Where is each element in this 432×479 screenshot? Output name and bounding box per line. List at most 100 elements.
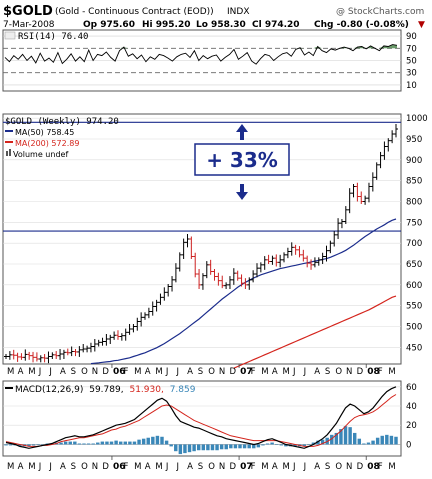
x-tick-label: A xyxy=(18,367,24,377)
x-tick-label: N xyxy=(219,462,225,472)
macd-histogram-bar xyxy=(91,443,95,445)
macd-histogram-bar xyxy=(229,444,233,449)
x-tick-label: 06 xyxy=(113,462,126,472)
price-tick-label: 450 xyxy=(406,343,422,353)
macd-histogram-bar xyxy=(320,439,325,445)
macd-histogram-bar xyxy=(366,442,371,445)
x-tick-label: F xyxy=(124,367,129,377)
macd-histogram-bar xyxy=(224,444,228,450)
macd-histogram-bar xyxy=(256,444,261,448)
x-tick-label: J xyxy=(165,367,169,377)
macd-histogram-bar xyxy=(151,436,155,445)
macd-histogram-bar xyxy=(238,444,242,449)
x-tick-label: F xyxy=(378,462,383,472)
macd-histogram-bar xyxy=(27,444,31,447)
macd-histogram-bar xyxy=(118,441,123,445)
x-tick-label: M xyxy=(28,367,35,377)
x-tick-label: 08 xyxy=(367,367,380,377)
x-tick-label: D xyxy=(102,367,109,377)
quote-date: 7-Mar-2008 xyxy=(3,20,55,30)
ma200-line xyxy=(233,295,397,369)
macd-histogram-bar xyxy=(343,426,348,445)
gain-annotation-box xyxy=(194,143,290,176)
macd-histogram-bar xyxy=(141,438,146,445)
macd-histogram-bar xyxy=(114,440,118,445)
macd-legend: MACD(12,26,9) 59.789, 51.930, 7.859 xyxy=(15,385,196,395)
macd-histogram-bar xyxy=(31,444,36,446)
x-tick-label: M xyxy=(28,462,35,472)
x-tick-label: 07 xyxy=(240,367,253,377)
macd-histogram-bar xyxy=(169,444,173,447)
macd-histogram-bar xyxy=(36,444,40,445)
macd-histogram-bar xyxy=(206,444,210,451)
rsi-tick-label: 50 xyxy=(406,57,417,67)
arrow-up-icon xyxy=(236,124,248,140)
x-tick-label: M xyxy=(388,462,395,472)
rsi-tick-label: 90 xyxy=(406,32,417,42)
rsi-line xyxy=(4,44,398,65)
rsi-label: RSI(14) 76.40 xyxy=(18,32,88,42)
x-tick-label: O xyxy=(335,462,342,472)
macd-histogram-bar xyxy=(274,444,279,445)
x-tick-label: S xyxy=(325,462,330,472)
macd-tick-label: 20 xyxy=(406,421,417,431)
quote-low: Lo 958.30 xyxy=(196,20,246,30)
x-tick-label: N xyxy=(92,367,98,377)
macd-histogram-bar xyxy=(59,442,63,445)
price-tick-label: 550 xyxy=(406,302,422,312)
macd-histogram-bar xyxy=(86,443,91,445)
macd-hist-value: 7.859 xyxy=(170,385,196,395)
macd-histogram-bar xyxy=(394,436,398,445)
quote-high: Hi 995.20 xyxy=(142,20,190,30)
volume-swatch-a xyxy=(6,151,8,156)
macd-histogram-bar xyxy=(4,444,8,446)
macd-signal-value: 51.930, xyxy=(129,385,163,395)
macd-tick-label: 0 xyxy=(406,440,411,450)
macd-label: MACD(12,26,9) xyxy=(15,385,83,395)
x-tick-label: 06 xyxy=(113,367,126,377)
macd-histogram-bar xyxy=(261,444,265,446)
x-tick-label: J xyxy=(303,367,307,377)
x-tick-label: J xyxy=(176,462,180,472)
price-tick-label: 1000 xyxy=(406,114,428,124)
x-tick-label: D xyxy=(229,367,236,377)
x-tick-label: D xyxy=(229,462,236,472)
x-tick-label: O xyxy=(81,367,88,377)
x-tick-label: M xyxy=(134,462,141,472)
x-tick-label: A xyxy=(145,462,151,472)
x-tick-label: A xyxy=(314,462,320,472)
x-tick-label: A xyxy=(145,367,151,377)
x-tick-label: J xyxy=(303,462,307,472)
macd-histogram-bar xyxy=(348,427,352,445)
ma200-label: MA(200) 572.89 xyxy=(15,139,79,148)
macd-histogram-bar xyxy=(307,444,311,445)
x-tick-label: M xyxy=(155,462,162,472)
x-tick-label: N xyxy=(346,367,352,377)
macd-histogram-bar xyxy=(137,439,141,445)
x-tick-label: A xyxy=(187,462,193,472)
macd-histogram-bar xyxy=(252,444,256,449)
macd-histogram-bar xyxy=(362,443,366,445)
price-tick-label: 700 xyxy=(406,239,422,249)
volume-swatch-b xyxy=(9,149,11,156)
change-down-icon: ▼ xyxy=(418,20,425,30)
x-tick-label: A xyxy=(60,367,66,377)
x-tick-label: M xyxy=(261,462,268,472)
macd-signal-line xyxy=(5,394,397,447)
x-tick-label: D xyxy=(357,462,364,472)
macd-histogram-bar xyxy=(352,432,357,445)
macd-histogram-bar xyxy=(105,441,109,445)
price-tick-label: 500 xyxy=(406,323,422,333)
rsi-panel: 90 70 50 30 10 RSI(14) 76.40 xyxy=(2,29,417,92)
x-tick-label: D xyxy=(357,367,364,377)
x-tick-label: S xyxy=(325,367,330,377)
x-tick-label: J xyxy=(176,367,180,377)
x-tick-label: S xyxy=(198,462,203,472)
macd-histogram-bar xyxy=(160,436,164,445)
macd-tick-label: 40 xyxy=(406,402,417,412)
macd-histogram-bar xyxy=(279,444,284,446)
gain-annotation-text: + 33% xyxy=(206,148,278,172)
x-tick-label: O xyxy=(208,462,215,472)
price-tick-label: 650 xyxy=(406,260,422,270)
x-tick-label: N xyxy=(346,462,352,472)
